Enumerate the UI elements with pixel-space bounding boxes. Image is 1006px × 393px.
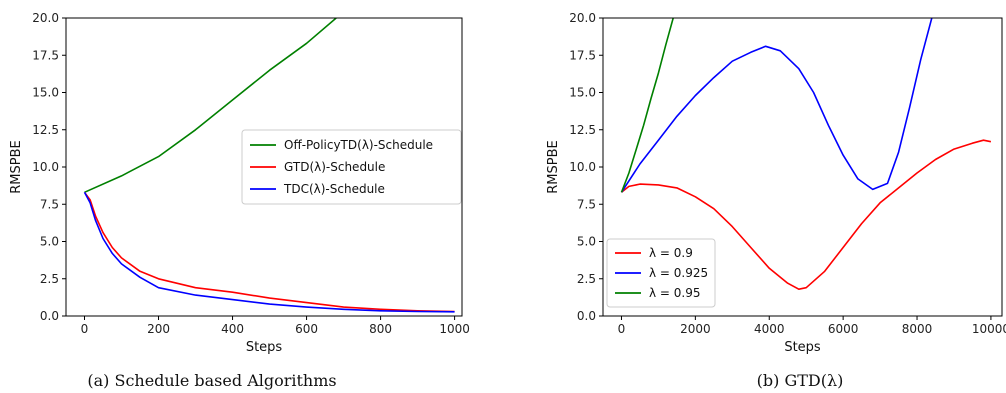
x-tick-label: 4000	[754, 322, 785, 336]
x-tick-label: 1000	[439, 322, 470, 336]
y-tick-label: 7.5	[40, 197, 59, 211]
x-tick-label: 0	[618, 322, 626, 336]
x-tick-label: 400	[221, 322, 244, 336]
x-tick-label: 800	[369, 322, 392, 336]
y-tick-label: 5.0	[40, 235, 59, 249]
y-tick-label: 12.5	[32, 123, 59, 137]
legend-entry: λ = 0.9	[649, 246, 693, 260]
y-tick-label: 15.0	[32, 86, 59, 100]
x-axis-label: Steps	[246, 340, 283, 355]
y-tick-label: 0.0	[40, 309, 59, 323]
legend-entry: TDC(λ)-Schedule	[283, 182, 385, 196]
y-tick-label: 7.5	[577, 197, 596, 211]
x-tick-label: 600	[295, 322, 318, 336]
y-tick-label: 2.5	[40, 272, 59, 286]
legend: λ = 0.9 λ = 0.925 λ = 0.95	[606, 238, 716, 308]
legend: Off-PolicyTD(λ)-Schedule GTD(λ)-Schedule T…	[241, 129, 462, 205]
series-line-2	[83, 191, 455, 313]
y-tick-label: 15.0	[569, 86, 596, 100]
y-tick-label: 10.0	[569, 160, 596, 174]
x-tick-label: 8000	[902, 322, 933, 336]
series-line-0	[84, 18, 337, 194]
y-tick-label: 10.0	[32, 160, 59, 174]
x-tick-label: 6000	[828, 322, 859, 336]
legend-entry: Off-PolicyTD(λ)-Schedule	[284, 138, 433, 152]
y-tick-label: 2.5	[577, 272, 596, 286]
x-axis-label: Steps	[784, 340, 821, 355]
y-axis-label: RMSPBE	[546, 140, 561, 193]
legend-entry: GTD(λ)-Schedule	[284, 160, 385, 174]
y-axis-label: RMSPBE	[9, 140, 24, 193]
x-tick-label: 200	[147, 322, 170, 336]
panel-caption: (a) Schedule based Algorithms	[87, 371, 336, 390]
legend-box	[241, 129, 462, 205]
legend-entry: λ = 0.925	[649, 266, 708, 280]
series-line-1	[83, 191, 455, 313]
y-tick-label: 17.5	[569, 48, 596, 62]
series-line-2	[620, 18, 674, 193]
x-tick-label: 2000	[680, 322, 711, 336]
y-tick-label: 12.5	[569, 123, 596, 137]
panel-a: 0 200 400 600 800 1000 0.0 2.5 5.0 7.5 10.0 12.5 15.…	[9, 11, 470, 390]
y-tick-label: 20.0	[32, 11, 59, 25]
legend-entry: λ = 0.95	[649, 286, 701, 300]
y-tick-label: 0.0	[577, 309, 596, 323]
x-tick-label: 0	[81, 322, 89, 336]
y-tick-label: 5.0	[577, 235, 596, 249]
y-tick-label: 20.0	[569, 11, 596, 25]
legend-box	[606, 238, 716, 308]
series-line-0	[621, 139, 992, 290]
series-line-1	[620, 18, 933, 193]
panel-caption: (b) GTD(λ)	[757, 371, 844, 390]
y-tick-label: 17.5	[32, 48, 59, 62]
